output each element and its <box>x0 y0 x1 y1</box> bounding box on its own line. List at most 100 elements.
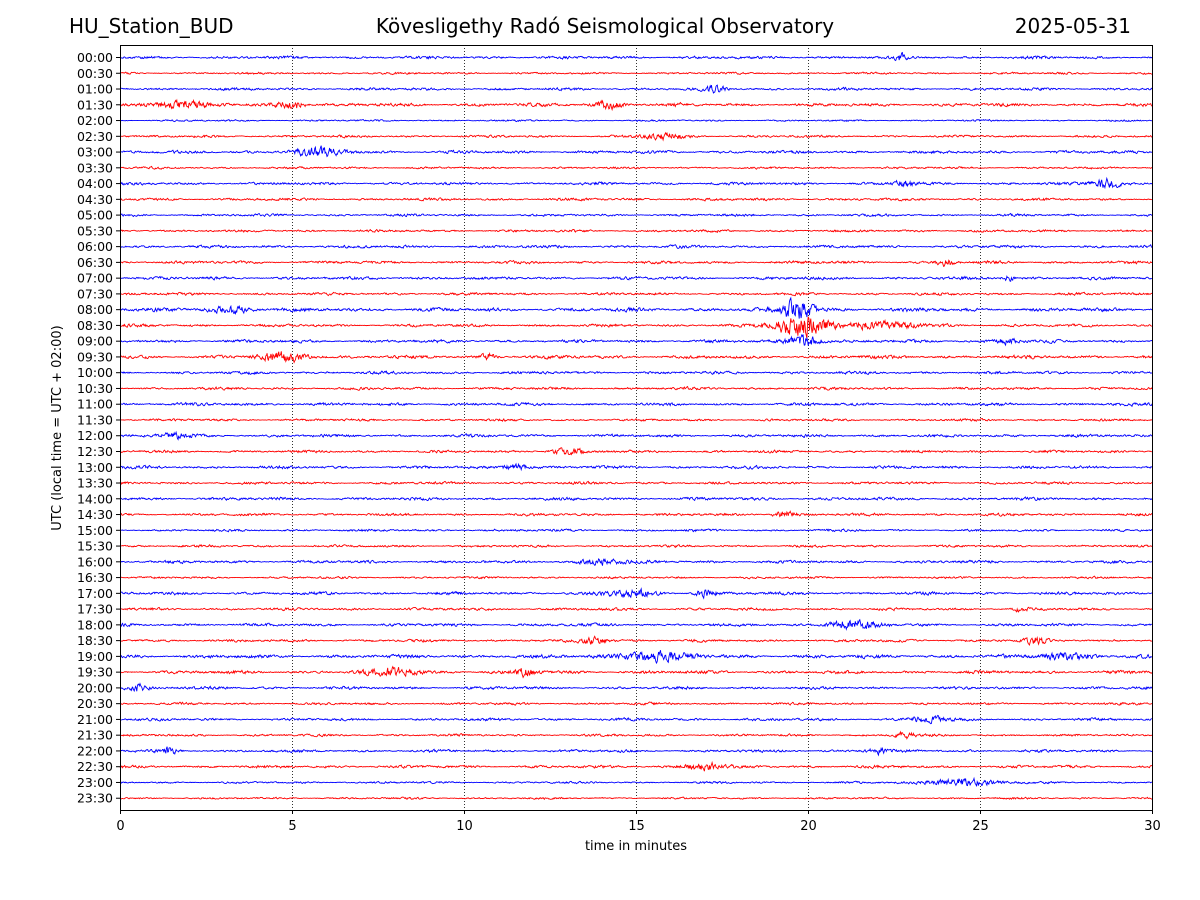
y-tick-label: 15:00 <box>77 523 113 538</box>
plot-frame <box>120 45 1153 811</box>
trace-1430 <box>119 510 1153 518</box>
y-tick-label: 04:00 <box>77 176 113 191</box>
y-tick-label: 09:00 <box>77 334 113 349</box>
trace-1600 <box>119 558 1153 566</box>
x-axis-label: time in minutes <box>585 839 687 854</box>
trace-0700 <box>119 275 1153 282</box>
y-tick-label: 07:30 <box>77 286 113 301</box>
y-tick-label: 06:00 <box>77 239 113 254</box>
trace-0900 <box>119 333 1153 347</box>
y-axis-label: UTC (local time = UTC + 02:00) <box>50 325 65 530</box>
trace-0000 <box>119 51 1153 62</box>
y-tick-label: 09:30 <box>77 349 113 364</box>
y-tick-label: 14:30 <box>77 507 113 522</box>
trace-1530 <box>119 543 1153 549</box>
trace-1730 <box>119 606 1153 613</box>
trace-0130 <box>119 98 1153 112</box>
trace-0030 <box>119 71 1153 76</box>
trace-1230 <box>119 447 1153 456</box>
trace-2230 <box>119 760 1153 772</box>
trace-1800 <box>119 618 1153 631</box>
y-tick-label: 16:30 <box>77 570 113 585</box>
y-tick-label: 10:30 <box>77 381 113 396</box>
trace-0430 <box>119 197 1153 202</box>
y-tick-label: 15:30 <box>77 539 113 554</box>
y-tick-label: 11:30 <box>77 412 113 427</box>
y-tick-label: 17:30 <box>77 602 113 617</box>
y-tick-label: 05:00 <box>77 208 113 223</box>
trace-0830 <box>119 316 1153 339</box>
y-tick-label: 12:30 <box>77 444 113 459</box>
y-tick-label: 18:30 <box>77 633 113 648</box>
y-tick-label: 03:00 <box>77 145 113 160</box>
trace-2300 <box>119 776 1153 787</box>
trace-0300 <box>119 145 1153 158</box>
trace-0930 <box>119 351 1153 364</box>
y-tick-label: 00:00 <box>77 50 113 65</box>
trace-1630 <box>119 575 1153 580</box>
y-axis-ticks: 00:0000:3001:0001:3002:0002:3003:0003:30… <box>77 50 120 806</box>
trace-1200 <box>119 430 1153 441</box>
trace-2030 <box>119 701 1153 706</box>
x-tick-label: 0 <box>116 819 124 834</box>
trace-1100 <box>119 401 1153 408</box>
y-tick-label: 23:30 <box>77 791 113 806</box>
trace-1700 <box>119 587 1153 600</box>
trace-0630 <box>119 259 1153 268</box>
y-tick-label: 10:00 <box>77 365 113 380</box>
trace-0600 <box>119 244 1153 250</box>
trace-0400 <box>119 176 1153 190</box>
trace-2200 <box>119 746 1153 757</box>
x-tick-label: 10 <box>456 819 473 834</box>
trace-1930 <box>119 665 1153 679</box>
trace-2100 <box>119 714 1153 725</box>
y-tick-label: 11:00 <box>77 397 113 412</box>
trace-1300 <box>119 462 1153 472</box>
y-tick-label: 23:00 <box>77 775 113 790</box>
chart-date: 2025-05-31 <box>1014 14 1131 38</box>
y-tick-label: 04:30 <box>77 192 113 207</box>
x-tick-label: 20 <box>800 819 817 834</box>
y-tick-label: 08:00 <box>77 302 113 317</box>
y-tick-label: 05:30 <box>77 223 113 238</box>
y-tick-label: 22:30 <box>77 759 113 774</box>
y-tick-label: 03:30 <box>77 160 113 175</box>
y-tick-label: 19:00 <box>77 649 113 664</box>
trace-1030 <box>119 385 1153 391</box>
trace-1130 <box>119 417 1153 423</box>
trace-1330 <box>119 480 1153 485</box>
y-tick-label: 00:30 <box>77 66 113 81</box>
trace-1830 <box>119 635 1153 647</box>
trace-1500 <box>119 528 1153 533</box>
y-tick-label: 20:30 <box>77 696 113 711</box>
trace-2330 <box>119 796 1153 800</box>
vertical-grid <box>292 45 981 810</box>
y-tick-label: 01:30 <box>77 97 113 112</box>
chart-title: Kövesligethy Radó Seismological Observat… <box>375 14 835 38</box>
trace-0730 <box>119 291 1153 297</box>
y-tick-label: 02:30 <box>77 129 113 144</box>
y-tick-label: 13:00 <box>77 460 113 475</box>
x-tick-label: 30 <box>1144 819 1161 834</box>
trace-1000 <box>119 370 1153 376</box>
trace-0200 <box>119 118 1153 123</box>
y-tick-label: 01:00 <box>77 82 113 97</box>
y-tick-label: 14:00 <box>77 491 113 506</box>
y-tick-label: 13:30 <box>77 476 113 491</box>
trace-0530 <box>119 228 1153 234</box>
trace-2000 <box>119 682 1153 693</box>
y-tick-label: 22:00 <box>77 743 113 758</box>
y-tick-label: 18:00 <box>77 617 113 632</box>
trace-0100 <box>119 84 1153 94</box>
y-tick-label: 16:00 <box>77 554 113 569</box>
trace-0230 <box>119 131 1153 142</box>
y-tick-label: 19:30 <box>77 665 113 680</box>
trace-lines <box>119 51 1153 800</box>
trace-2130 <box>119 730 1153 740</box>
x-tick-label: 5 <box>288 819 296 834</box>
trace-0500 <box>119 212 1153 218</box>
trace-0800 <box>119 296 1153 319</box>
trace-1900 <box>119 650 1153 665</box>
